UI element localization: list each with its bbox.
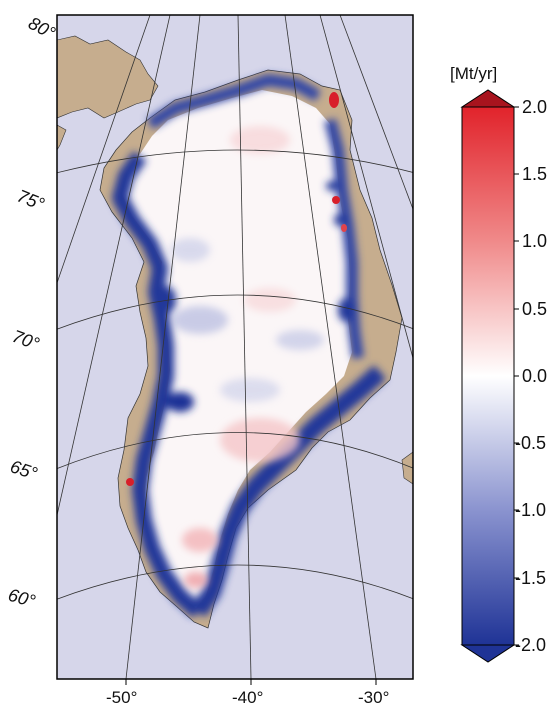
graticule [57, 15, 413, 679]
interior-loss-patches [170, 238, 324, 402]
ice-sheet [122, 90, 352, 608]
colorbar-min-arrow [460, 644, 516, 663]
gain-hotspot-sw [126, 478, 134, 486]
colorbar-tick-neg0.5: -0.5 [515, 433, 547, 453]
loss-margins [112, 74, 387, 618]
canada-land [57, 35, 159, 119]
colorbar-tick-2.0: 2.0 [522, 97, 548, 117]
colorbar-ticks [514, 106, 519, 646]
gain-hotspot-ne [329, 92, 339, 108]
lon-label-50: -50° [106, 688, 138, 707]
lon-label-40: -40° [232, 688, 264, 707]
colorbar-tick-neg1.5: -1.5 [515, 568, 547, 588]
colorbar-tick-neg1.0: -1.0 [515, 500, 547, 520]
colorbar-tick-neg2.0: -2.0 [515, 635, 547, 655]
colorbar-tick-0.5: 0.5 [522, 299, 548, 319]
lon-label-30: -30° [358, 688, 390, 707]
colorbar-unit: [Mt/yr] [450, 64, 498, 83]
lon-ticks [125, 679, 377, 685]
gain-hotspot-e2 [341, 224, 347, 232]
colorbar-tick-1.5: 1.5 [522, 164, 548, 184]
gain-patches [182, 126, 300, 588]
colorbar-tick-1.0: 1.0 [522, 231, 548, 251]
east-land-fragment [401, 451, 413, 485]
colorbar-max-arrow [460, 89, 516, 108]
colorbar-tick-0.0: 0.0 [522, 366, 548, 386]
colorbar-body [461, 106, 515, 646]
gain-hotspot-e1 [332, 196, 340, 204]
canada-land-west [57, 124, 67, 151]
map-frame [56, 14, 414, 680]
